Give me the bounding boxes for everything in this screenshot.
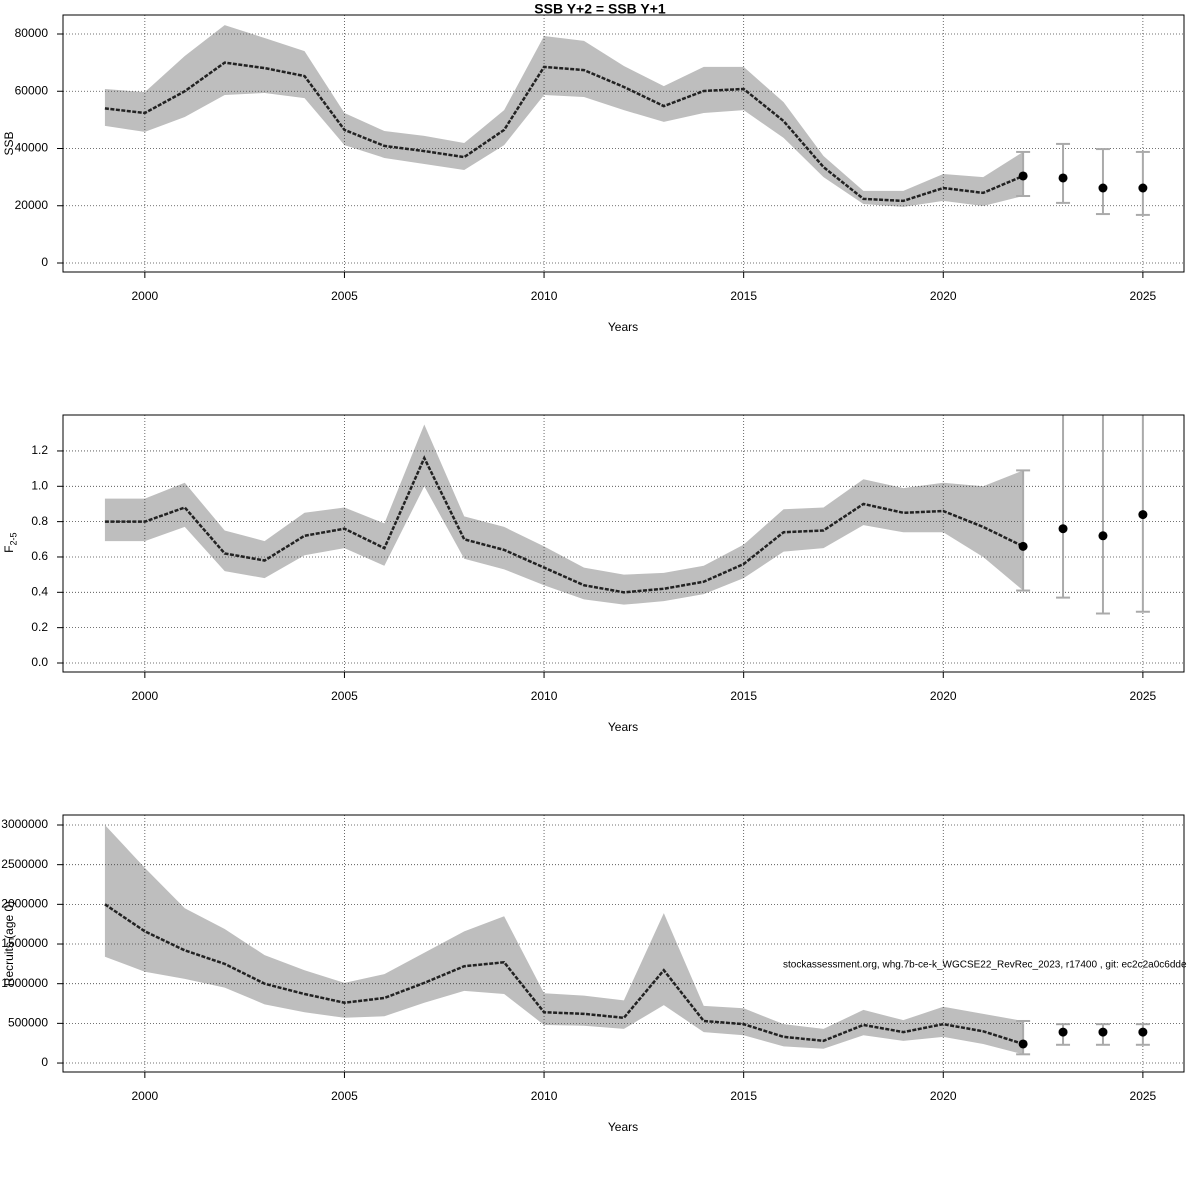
y-tick-label: 1.0 [31,478,48,492]
x-axis-label: Years [608,720,638,734]
x-tick-label: 2005 [331,689,358,703]
estimate-line [104,455,1024,594]
forecast-point [1058,524,1068,534]
x-tick-label: 2020 [930,689,957,703]
plot-area [63,415,1184,672]
x-tick-label: 2025 [1130,689,1157,703]
y-tick-label: 2500000 [1,857,48,871]
y-axis-label-group: F2-5 [2,532,18,552]
y-tick-label: 0 [41,1055,48,1069]
y-tick-label: 80000 [15,26,49,40]
forecast-point [1138,510,1148,520]
y-tick-label: 1.2 [31,443,48,457]
estimate-line [104,903,1024,1046]
chart-title: SSB Y+2 = SSB Y+1 [534,1,666,17]
forecast-point [1058,173,1068,183]
y-tick-label: 0.6 [31,549,48,563]
plot-frame [62,814,1185,1073]
forecast-point [1138,183,1148,193]
x-tick-label: 2010 [531,689,558,703]
forecast-point [1018,171,1028,181]
forecast-point [1138,1027,1148,1037]
y-tick-label: 0.8 [31,514,48,528]
confidence-band [104,424,1024,605]
y-tick-label: 1000000 [1,976,48,990]
y-axis-label-group: Recruits (age 0) [2,901,16,986]
y-tick-label: 0.2 [31,620,48,634]
x-tick-label: 2005 [331,1089,358,1103]
estimate-line [104,61,1024,203]
x-tick-label: 2015 [730,289,757,303]
x-tick-label: 2015 [730,1089,757,1103]
forecast-point [1098,1027,1108,1037]
y-axis-label: Recruits (age 0) [2,901,16,986]
y-tick-label: 20000 [15,198,49,212]
x-tick-label: 2005 [331,289,358,303]
x-tick-label: 2010 [531,289,558,303]
y-axis-label: F [2,546,16,553]
plot-area [63,15,1184,272]
y-tick-label: 40000 [15,141,49,155]
footnote: stockassessment.org, whg.7b-ce-k_WGCSE22… [783,960,1187,971]
x-tick-label: 2020 [930,1089,957,1103]
confidence-band [104,25,1024,207]
forecast-point [1018,541,1028,551]
y-tick-label: 500000 [8,1016,48,1030]
y-tick-label: 1500000 [1,936,48,950]
forecast-point [1018,1039,1028,1049]
x-tick-label: 2000 [131,689,158,703]
y-axis-label-group: SSB [2,131,16,155]
x-tick-label: 2010 [531,1089,558,1103]
confidence-band [104,824,1024,1055]
y-axis-label: SSB [2,131,16,155]
forecast-point [1098,183,1108,193]
x-axis-label: Years [608,320,638,334]
y-tick-label: 60000 [15,83,49,97]
y-tick-label: 0.4 [31,584,48,598]
x-axis-label: Years [608,1120,638,1134]
x-tick-label: 2015 [730,689,757,703]
y-tick-label: 2000000 [1,897,48,911]
plot-frame [62,14,1185,273]
y-axis-label-subscript: 2-5 [8,532,18,545]
x-tick-label: 2000 [131,1089,158,1103]
forecast-point [1098,531,1108,541]
x-tick-label: 2000 [131,289,158,303]
plot-area [63,815,1184,1072]
y-tick-label: 3000000 [1,817,48,831]
x-tick-label: 2020 [930,289,957,303]
y-tick-label: 0 [41,255,48,269]
forecast-point [1058,1027,1068,1037]
plot-frame [62,414,1185,673]
y-tick-label: 0.0 [31,655,48,669]
x-tick-label: 2025 [1130,1089,1157,1103]
x-tick-label: 2025 [1130,289,1157,303]
